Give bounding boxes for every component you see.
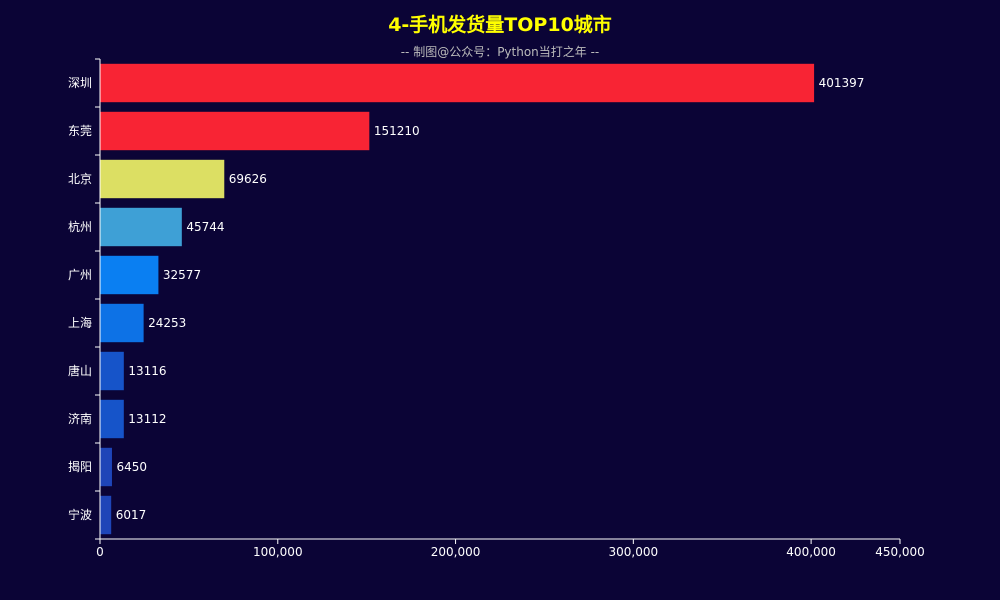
bar xyxy=(100,63,815,103)
data-label: 401397 xyxy=(819,76,865,90)
x-tick-label: 300,000 xyxy=(609,545,659,559)
y-tick-label: 唐山 xyxy=(68,363,92,378)
y-tick-label: 宁波 xyxy=(68,507,92,522)
data-label: 6450 xyxy=(116,460,147,474)
y-tick-label: 杭州 xyxy=(68,219,92,234)
chart-subtitle: -- 制图@公众号：Python当打之年 -- xyxy=(400,45,600,59)
y-tick-label: 揭阳 xyxy=(68,459,92,474)
bar xyxy=(100,495,112,535)
data-label: 6017 xyxy=(116,508,147,522)
x-tick-label: 400,000 xyxy=(786,545,836,559)
data-label: 13112 xyxy=(128,412,166,426)
y-tick-label: 深圳 xyxy=(68,76,92,90)
y-tick-label: 上海 xyxy=(68,315,92,330)
bar xyxy=(100,159,225,199)
x-tick-label: 0 xyxy=(96,545,104,559)
x-tick-label: 200,000 xyxy=(431,545,481,559)
bar xyxy=(100,111,370,151)
bar xyxy=(100,351,124,391)
y-tick-label: 北京 xyxy=(68,172,92,186)
data-label: 32577 xyxy=(163,268,201,282)
bar xyxy=(100,207,182,247)
data-label: 151210 xyxy=(374,124,420,138)
bar xyxy=(100,447,112,487)
data-label: 24253 xyxy=(148,316,186,330)
y-tick-label: 济南 xyxy=(68,411,92,426)
x-tick-label: 100,000 xyxy=(253,545,303,559)
bar xyxy=(100,399,124,439)
y-tick-label: 广州 xyxy=(68,268,92,282)
x-tick-label: 450,000 xyxy=(875,545,925,559)
bar xyxy=(100,255,159,295)
data-label: 13116 xyxy=(128,364,166,378)
bar xyxy=(100,303,144,343)
data-label: 45744 xyxy=(186,220,224,234)
chart-title: 4-手机发货量TOP10城市 xyxy=(388,14,612,36)
y-tick-label: 东莞 xyxy=(68,124,92,138)
data-label: 69626 xyxy=(229,172,267,186)
